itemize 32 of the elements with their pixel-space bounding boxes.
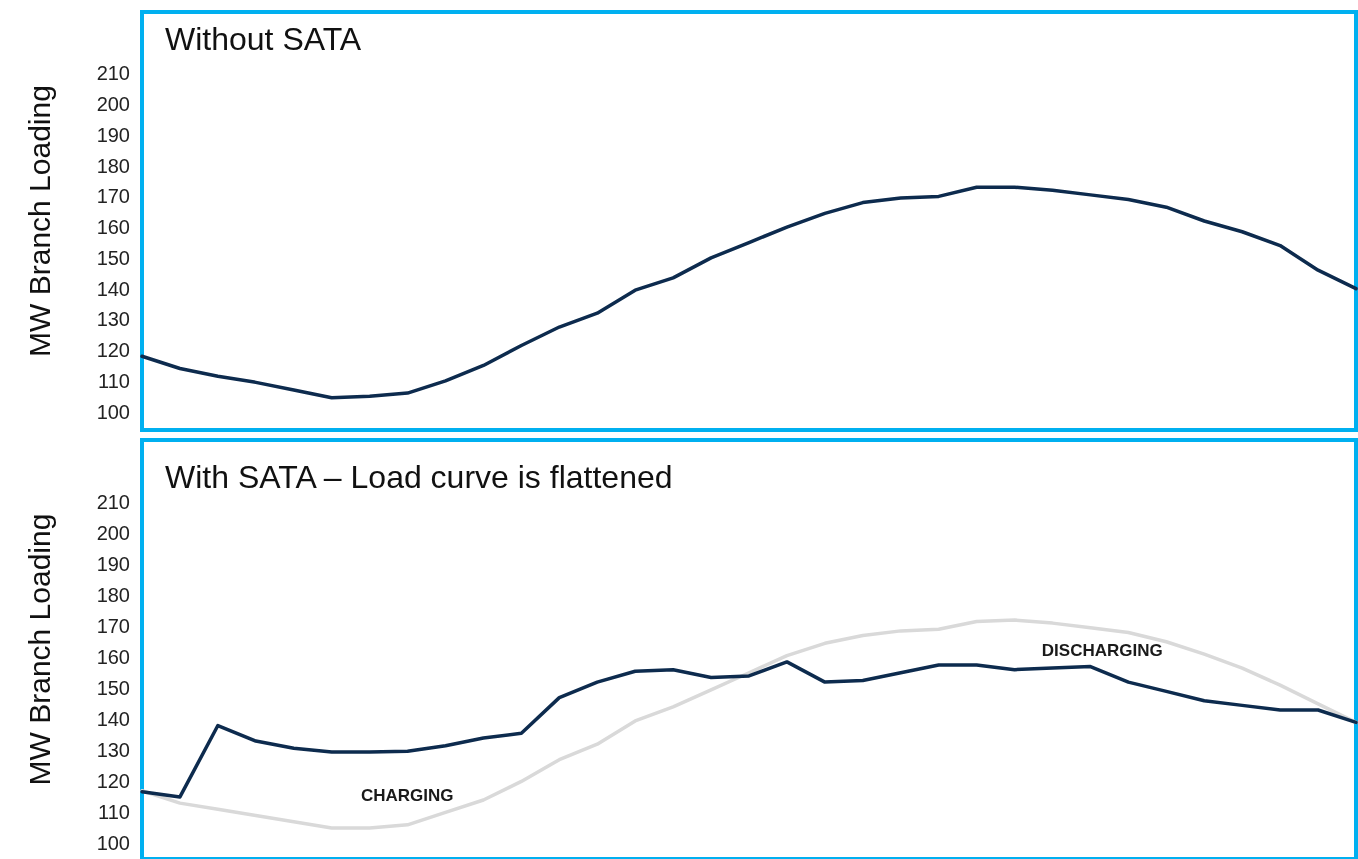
y-tick-label: 140: [96, 708, 130, 731]
line-series: [140, 660, 1358, 799]
y-tick-label: 190: [96, 123, 130, 146]
line-series: [140, 185, 1358, 400]
y-tick-label: 100: [96, 832, 130, 855]
y-tick-label: 150: [96, 677, 130, 700]
y-tick-label: 110: [98, 369, 130, 392]
y-tick-label: 200: [96, 522, 130, 545]
y-tick-label: 110: [98, 801, 130, 824]
y-tick-label: 210: [96, 491, 130, 514]
y-tick-label: 160: [96, 216, 130, 239]
annotation: DISCHARGING: [1041, 641, 1163, 661]
y-tick-label: 180: [96, 154, 130, 177]
y-tick-label: 130: [96, 739, 130, 762]
y-tick-label: 170: [96, 185, 130, 208]
y-tick-label: 120: [96, 339, 130, 362]
y-tick-label: 120: [96, 770, 130, 793]
y-tick-label: 140: [96, 277, 130, 300]
y-tick-label: 160: [96, 646, 130, 669]
text: With SATA – Load curve is flattened: [165, 459, 673, 495]
chart-title: Without SATA: [165, 21, 362, 57]
y-tick-label: 170: [96, 615, 130, 638]
y-tick-label: 180: [96, 584, 130, 607]
y-tick-label: 210: [96, 62, 130, 85]
y-tick-label: 100: [96, 400, 130, 423]
y-tick-label: 200: [96, 93, 130, 116]
annotation: CHARGING: [360, 785, 454, 805]
y-tick-label: 190: [96, 553, 130, 576]
y-tick-label: 150: [96, 246, 130, 269]
y-axis-title: MW Branch Loading: [22, 85, 56, 357]
y-tick-label: 130: [96, 308, 130, 331]
y-axis-title: MW Branch Loading: [22, 513, 56, 786]
